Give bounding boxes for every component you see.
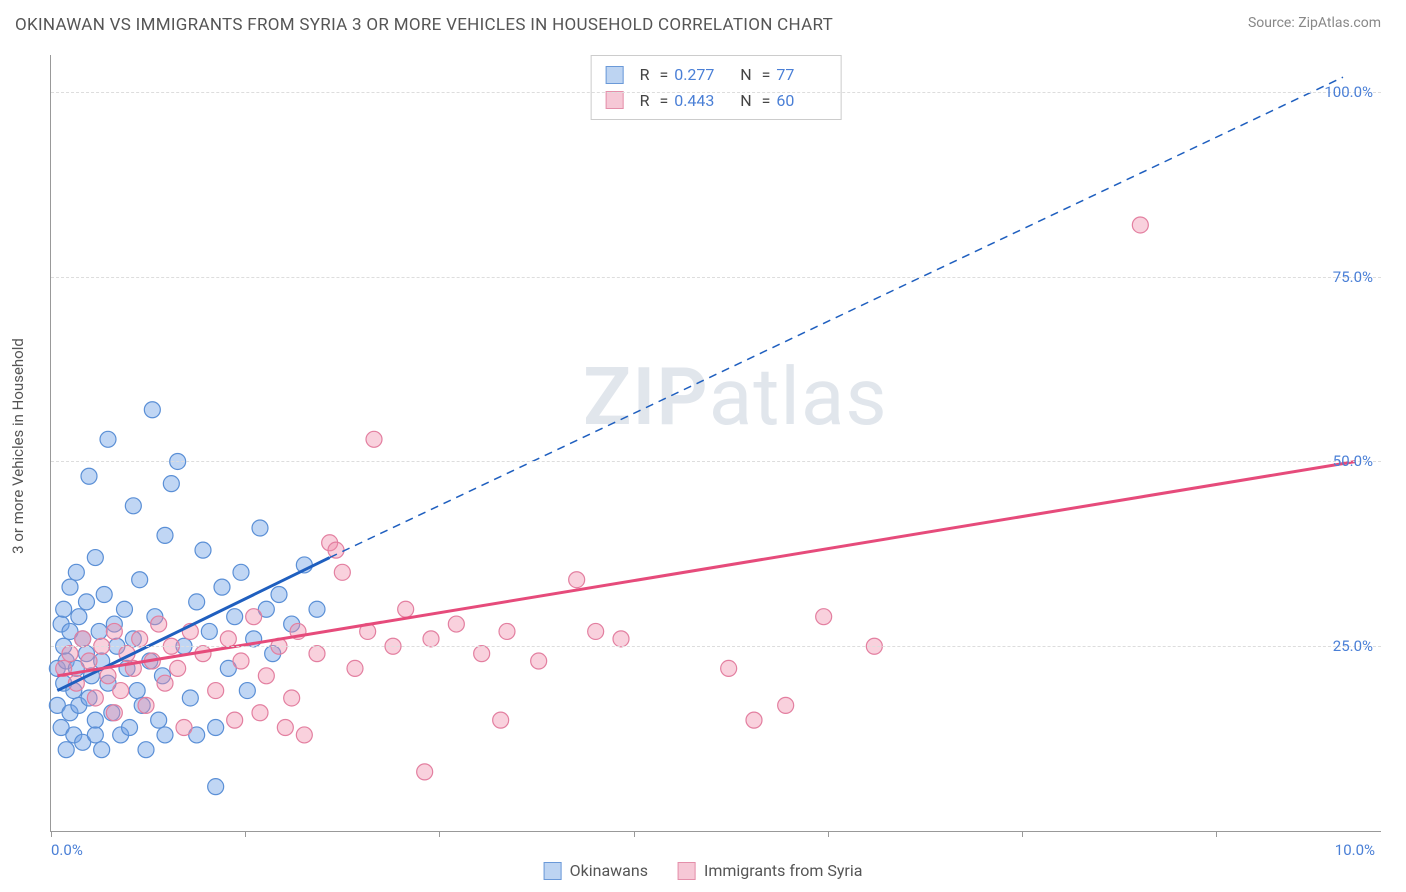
legend-item-okinawans: Okinawans — [544, 861, 648, 880]
y-tick-label: 75.0% — [1333, 268, 1373, 286]
legend-item-syria: Immigrants from Syria — [678, 861, 862, 880]
x-tick-label: 0.0% — [51, 841, 83, 859]
y-axis-label: 3 or more Vehicles in Household — [9, 338, 27, 554]
swatch-icon — [606, 66, 624, 84]
stats-legend-box: R = 0.277 N = 77 R = 0.443 N = 60 — [591, 55, 842, 120]
legend-label: Okinawans — [570, 861, 648, 880]
stats-row-okinawans: R = 0.277 N = 77 — [606, 62, 827, 88]
swatch-icon — [678, 862, 696, 880]
y-tick-label: 100.0% — [1324, 83, 1373, 101]
x-tick-label: 10.0% — [1335, 841, 1375, 859]
bottom-legend: Okinawans Immigrants from Syria — [544, 861, 863, 880]
y-tick-label: 50.0% — [1333, 452, 1373, 470]
chart-plot-area: ZIPatlas R = 0.277 N = 77 R = 0.443 N = … — [50, 55, 1381, 832]
scatter-svg — [51, 55, 1381, 831]
swatch-icon — [606, 91, 624, 109]
legend-label: Immigrants from Syria — [704, 861, 862, 880]
source-label: Source: ZipAtlas.com — [1248, 15, 1381, 31]
chart-title: OKINAWAN VS IMMIGRANTS FROM SYRIA 3 OR M… — [15, 15, 833, 35]
y-tick-label: 25.0% — [1333, 637, 1373, 655]
swatch-icon — [544, 862, 562, 880]
